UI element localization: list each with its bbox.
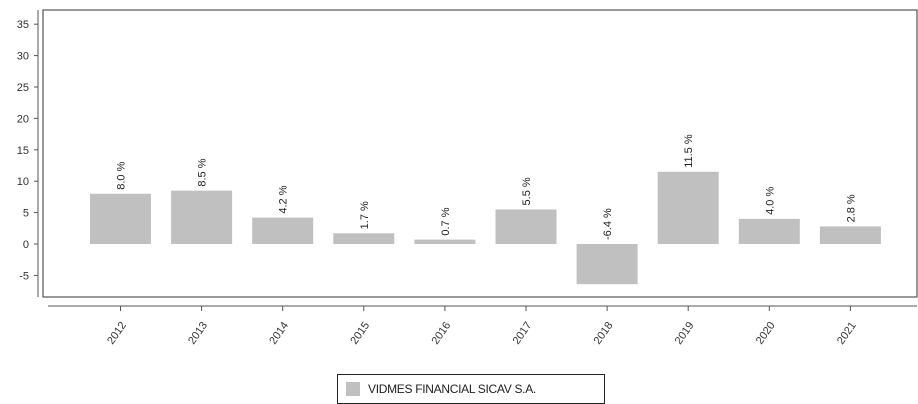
- bar-2015: [333, 233, 395, 244]
- data-label-2021: 2.8 %: [845, 194, 857, 222]
- y-tick-label: 0: [23, 239, 29, 251]
- y-axis-ticks: 35 30 25 20 15 10 5 0 -5: [17, 19, 38, 282]
- bar-2017: [495, 209, 557, 244]
- legend: VIDMES FINANCIAL SICAV S.A.: [337, 374, 605, 404]
- data-label-2018: -6.4 %: [602, 208, 614, 240]
- legend-swatch: [346, 382, 360, 396]
- x-tick-label-2016: 2016: [429, 320, 453, 347]
- plot-frame: [42, 9, 918, 298]
- x-tick-label-2012: 2012: [105, 320, 129, 347]
- bar-2021: [819, 226, 881, 244]
- x-tick-label-2014: 2014: [267, 320, 291, 347]
- bar-2018: [576, 244, 638, 285]
- x-tick-label-2018: 2018: [592, 320, 616, 347]
- x-tick-label-2019: 2019: [673, 320, 697, 347]
- x-tick-label-2017: 2017: [511, 320, 535, 347]
- bar-2014: [252, 217, 314, 244]
- x-tick-label-2020: 2020: [754, 320, 778, 347]
- y-tick-label: 5: [23, 208, 29, 220]
- bars: [90, 171, 881, 285]
- bar-2019: [657, 171, 719, 244]
- y-tick-label: 10: [17, 176, 29, 188]
- x-tick-label-2021: 2021: [835, 320, 859, 347]
- y-tick-label: 20: [17, 113, 29, 125]
- data-label-2013: 8.5 %: [197, 158, 209, 186]
- data-label-2016: 0.7 %: [440, 207, 452, 235]
- data-label-2012: 8.0 %: [116, 161, 128, 189]
- y-tick-label: 35: [17, 19, 29, 31]
- bar-2012: [90, 193, 151, 244]
- y-tick-label: -5: [19, 270, 29, 282]
- bar-2013: [171, 190, 233, 244]
- legend-label: VIDMES FINANCIAL SICAV S.A.: [368, 382, 536, 396]
- data-label-2020: 4.0 %: [764, 187, 776, 215]
- x-tick-label-2013: 2013: [186, 320, 210, 347]
- data-label-2017: 5.5 %: [521, 177, 533, 205]
- y-tick-label: 30: [17, 51, 29, 63]
- x-tick-label-2015: 2015: [348, 320, 372, 347]
- y-tick-label: 25: [17, 82, 29, 94]
- bar-2016: [414, 239, 476, 244]
- x-axis-ticks: 2012 2013 2014 2015 2016 2017 2018 2019 2020 2021: [105, 306, 859, 347]
- data-label-2015: 1.7 %: [359, 201, 371, 229]
- data-labels: 8.0 % 8.5 % 4.2 % 1.7 % 0.7 % 5.5 % -6.4 % 11.5…: [116, 134, 858, 240]
- data-label-2014: 4.2 %: [278, 185, 290, 213]
- y-tick-label: 15: [17, 145, 29, 157]
- bar-2020: [738, 218, 800, 244]
- data-label-2019: 11.5 %: [683, 134, 695, 168]
